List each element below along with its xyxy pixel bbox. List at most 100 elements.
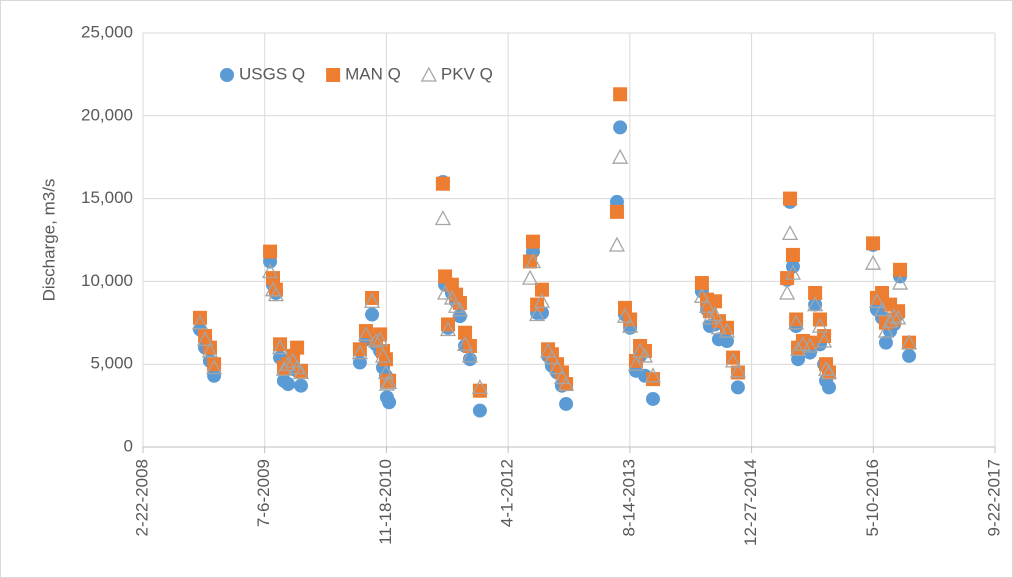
point [261, 263, 279, 279]
y-tick-label: 25,000 [81, 22, 133, 41]
point [694, 276, 709, 291]
point [351, 344, 368, 360]
point [807, 296, 824, 312]
point [374, 347, 392, 363]
point [447, 297, 465, 313]
point [612, 148, 629, 164]
point [357, 326, 375, 342]
point [794, 335, 812, 351]
point [201, 342, 219, 358]
point [783, 191, 798, 206]
point [367, 332, 385, 348]
point [534, 282, 549, 297]
point [808, 285, 823, 300]
point [864, 254, 882, 270]
x-tick-label: 5-10-2016 [863, 459, 882, 537]
point [710, 319, 728, 335]
point [365, 307, 380, 322]
point [293, 378, 308, 393]
point [613, 120, 628, 135]
point [866, 236, 881, 251]
point [885, 307, 903, 323]
point [533, 292, 551, 308]
point [718, 322, 736, 338]
point [441, 317, 456, 332]
point [268, 282, 283, 297]
point [801, 337, 819, 353]
x-tick-label: 2-22-2008 [132, 459, 151, 537]
point [279, 355, 297, 371]
point [524, 253, 542, 269]
x-tick-label: 12-27-2014 [741, 459, 760, 546]
point [784, 264, 802, 280]
point [877, 322, 895, 338]
legend-label: MAN Q [345, 64, 401, 83]
point [622, 317, 639, 333]
point [730, 380, 745, 395]
y-tick-label: 5,000 [90, 354, 133, 373]
point [207, 368, 222, 383]
x-tick-label: 7-6-2009 [254, 459, 273, 527]
point [698, 297, 716, 313]
point [616, 307, 634, 323]
point [821, 365, 836, 380]
point [816, 332, 833, 348]
point [820, 364, 838, 380]
legend-label: PKV Q [441, 64, 493, 83]
point [821, 380, 836, 395]
point [779, 284, 796, 300]
point [900, 334, 918, 350]
point [378, 375, 396, 391]
point [548, 359, 566, 375]
point [613, 87, 628, 102]
point [701, 309, 719, 325]
point [817, 360, 835, 376]
point [789, 340, 807, 356]
point [434, 210, 451, 226]
point [525, 234, 540, 249]
y-axis-label: Discharge, m3/s [39, 179, 58, 302]
point [290, 340, 305, 355]
point [893, 262, 908, 277]
point [785, 247, 800, 262]
point [275, 360, 293, 376]
point [636, 347, 654, 363]
point [521, 269, 539, 285]
x-tick-label: 11-18-2010 [376, 459, 395, 545]
point [557, 375, 575, 391]
point [443, 289, 460, 305]
point [281, 377, 296, 392]
point [729, 362, 747, 378]
point [458, 325, 473, 340]
point [435, 176, 450, 191]
point [873, 301, 891, 317]
point [363, 292, 381, 308]
point [352, 355, 367, 370]
point [271, 339, 289, 355]
point [472, 403, 487, 418]
x-tick-label: 9-22-2017 [984, 459, 1003, 537]
point [205, 359, 223, 375]
point [781, 225, 799, 241]
point [890, 309, 907, 325]
point [645, 391, 660, 406]
point [523, 254, 538, 269]
x-tick-label: 8-14-2013 [619, 459, 638, 537]
point [471, 379, 488, 395]
point [559, 396, 574, 411]
point [719, 334, 734, 349]
y-tick-label: 15,000 [81, 188, 133, 207]
point [456, 335, 474, 351]
point [461, 347, 479, 363]
point [382, 395, 397, 410]
legend-marker [326, 68, 341, 82]
point [644, 367, 662, 383]
point [878, 335, 893, 350]
point [637, 343, 652, 358]
point [439, 321, 457, 337]
point [902, 335, 917, 350]
point [378, 352, 393, 367]
point [543, 349, 561, 365]
